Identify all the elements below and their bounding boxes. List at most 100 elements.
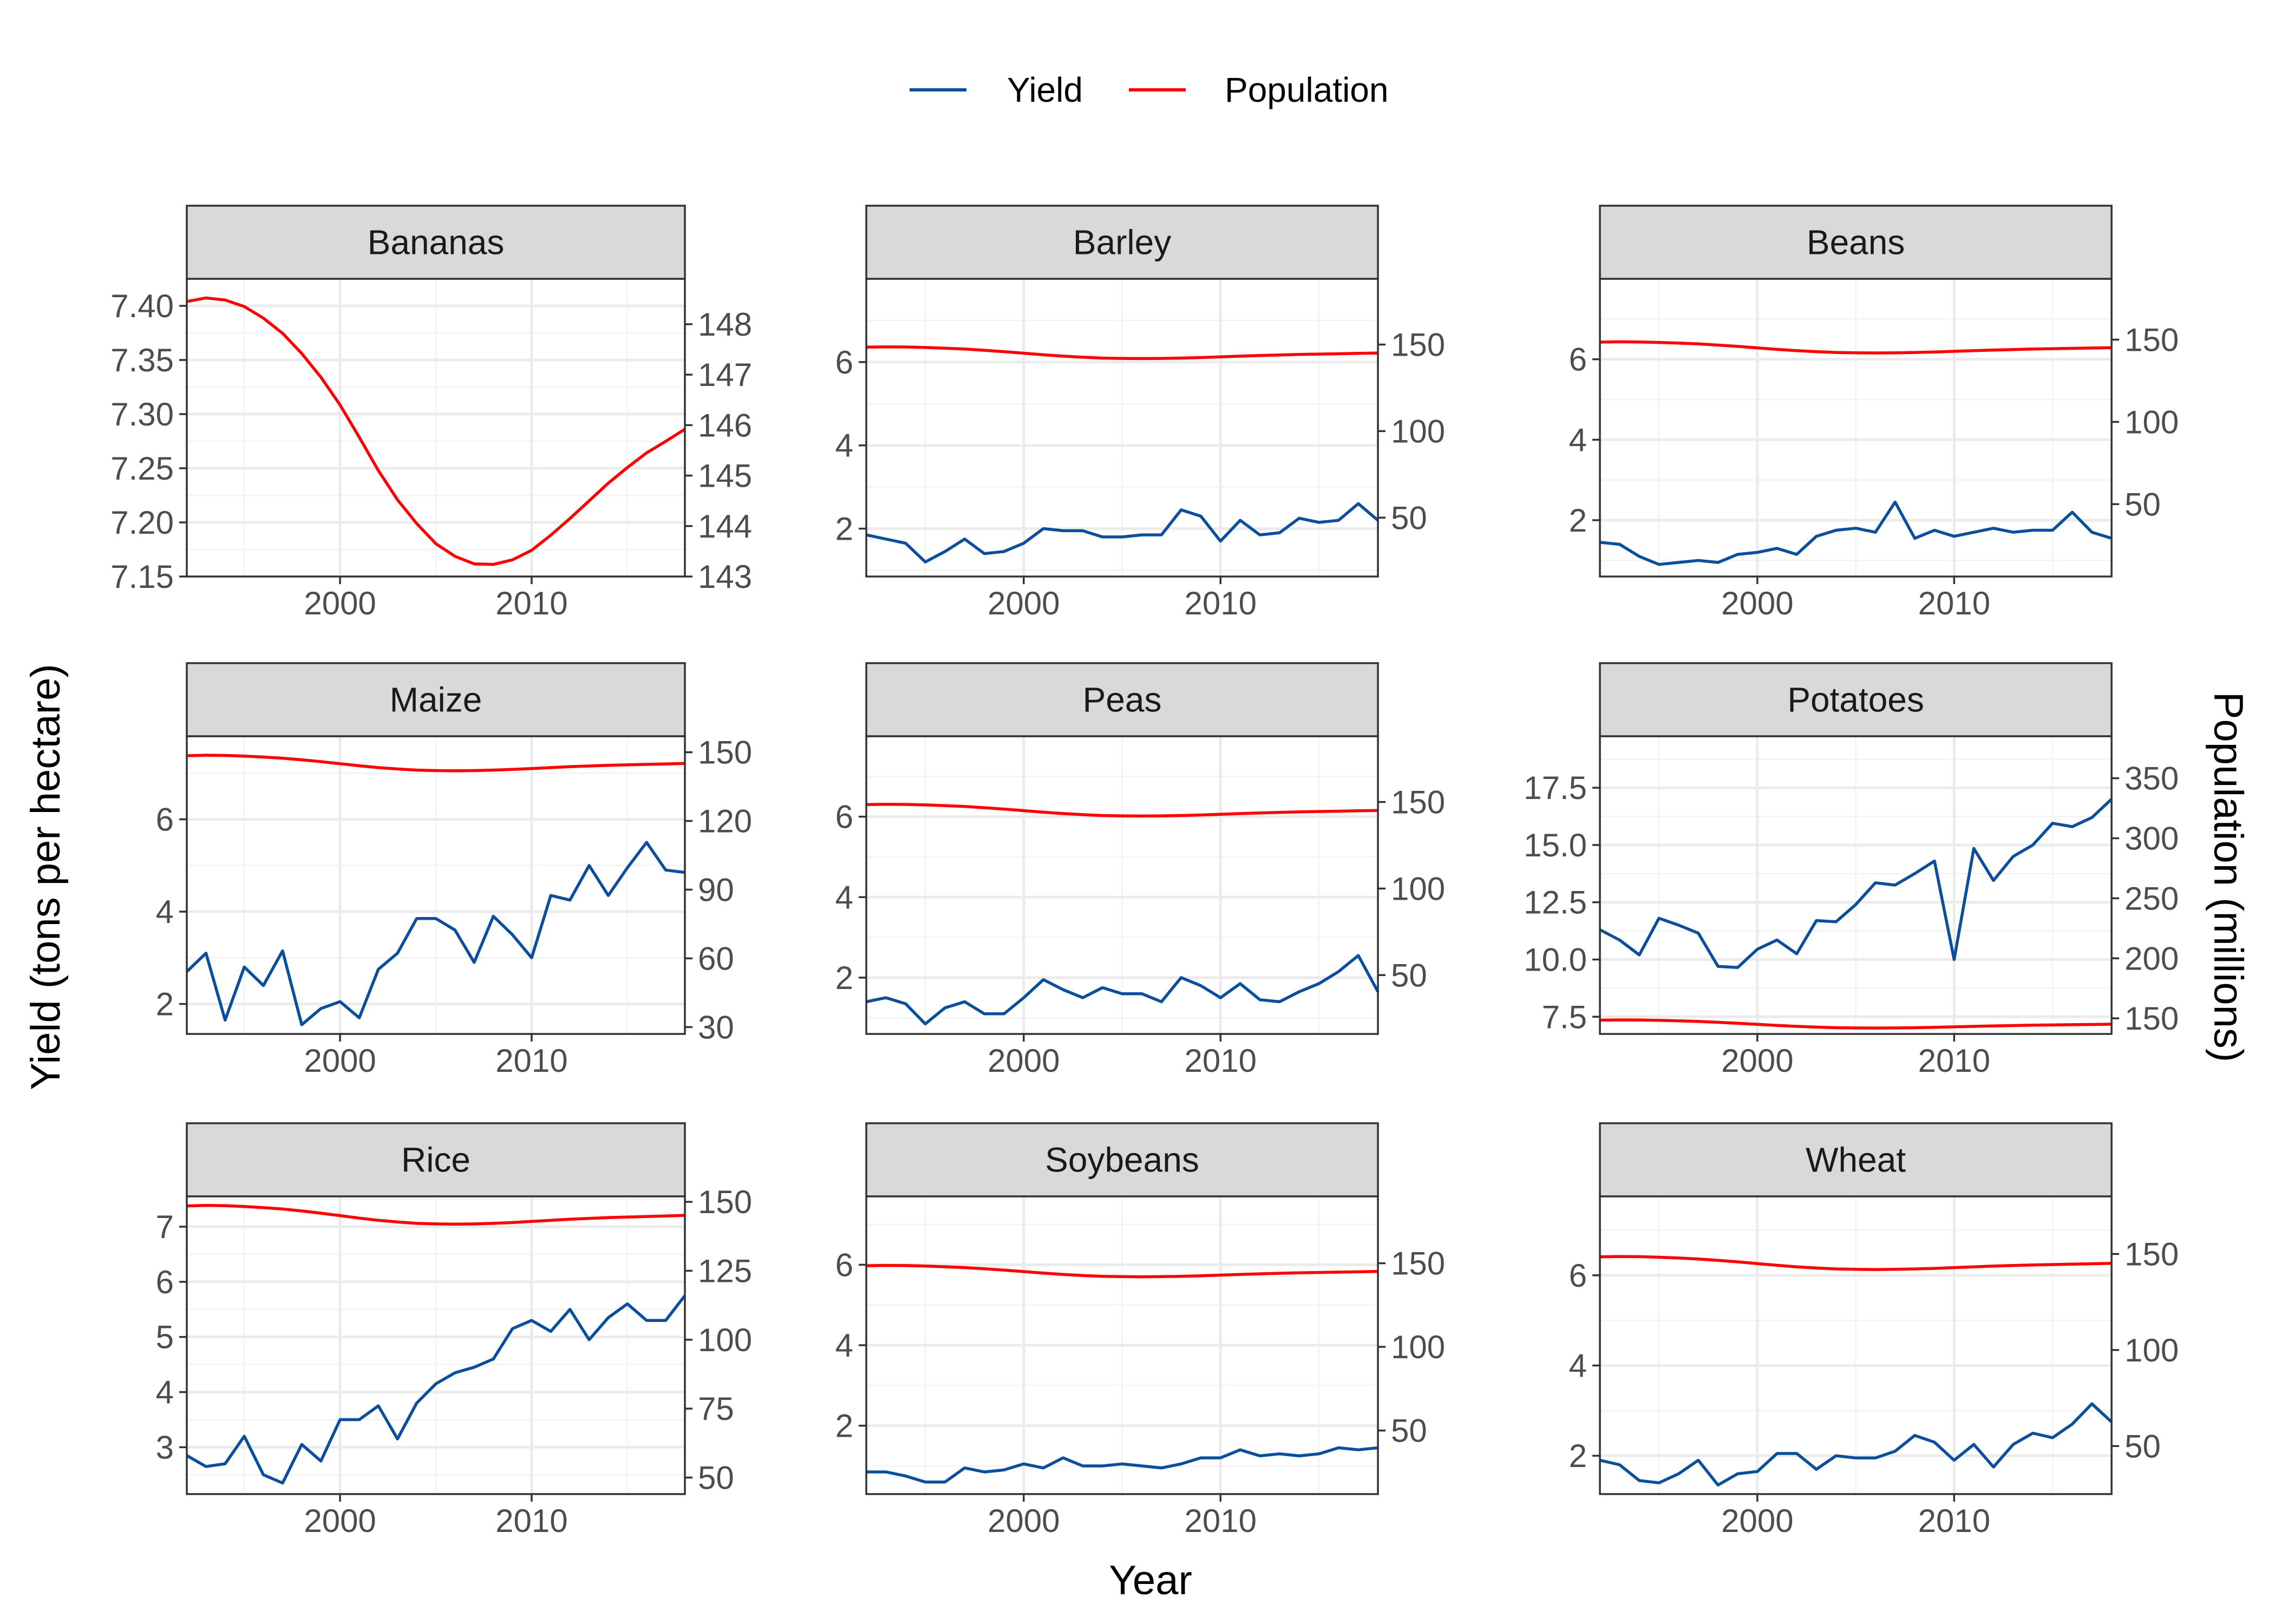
panel-bananas: Bananas 2000 2010 7.15 7.20 7.25 7.30 7.35 7.40 1… xyxy=(110,205,752,621)
y-tick-label-left: 4 xyxy=(1569,1348,1587,1384)
y-tick-label-left: 6 xyxy=(1569,1258,1587,1294)
y-tick-label-right: 50 xyxy=(1391,500,1427,536)
legend: Yield Population xyxy=(910,70,1388,109)
y-tick-label-right: 100 xyxy=(1391,1329,1445,1365)
y-tick-label-right: 150 xyxy=(698,1184,752,1220)
x-tick-label: 2010 xyxy=(1918,1503,1990,1539)
series-line-population-bananas xyxy=(186,296,686,566)
y-tick-label-right: 100 xyxy=(1391,870,1445,907)
y-tick-label-right: 90 xyxy=(698,872,734,908)
x-tick-label: 2010 xyxy=(1918,585,1990,621)
series-line-population-peas xyxy=(866,802,1378,818)
y-tick-label-left: 4 xyxy=(156,894,174,930)
y-tick-label-left: 2 xyxy=(156,986,174,1023)
panel-wheat: Wheat 2000 2010 2 4 6 50 100 150 xyxy=(1569,1122,2179,1539)
x-tick-label: 2010 xyxy=(1184,1503,1256,1539)
y-tick-label-left: 3 xyxy=(156,1429,174,1465)
y-axis-title-right: Population (millions) xyxy=(2205,692,2251,1062)
y-tick-label-right: 250 xyxy=(2125,880,2179,916)
series-line-yield-wheat xyxy=(1599,1402,2113,1487)
panel-rice: Rice 2000 2010 3 4 5 6 7 50 75 100 125 150 xyxy=(156,1122,752,1539)
series-line-yield-beans xyxy=(1599,500,2112,566)
y-tick-label-left: 10.0 xyxy=(1524,942,1587,978)
y-tick-label-left: 5 xyxy=(156,1319,174,1355)
y-tick-label-left: 7.25 xyxy=(110,450,174,487)
y-tick-label-right: 100 xyxy=(1391,413,1445,449)
y-tick-label-right: 150 xyxy=(698,735,752,771)
y-tick-label-right: 50 xyxy=(1391,957,1427,993)
facet-strip xyxy=(865,662,1379,737)
y-tick-label-right: 150 xyxy=(1391,784,1445,821)
y-tick-label-right: 143 xyxy=(698,559,752,595)
facet-panels: Bananas 2000 2010 7.15 7.20 7.25 7.30 7.35 7.40 1… xyxy=(110,205,2179,1539)
y-tick-label-right: 50 xyxy=(698,1459,734,1496)
panel-beans: Beans 2000 2010 2 4 6 50 100 150 xyxy=(1569,205,2179,621)
facet-strip-label: Soybeans xyxy=(1045,1141,1199,1180)
y-tick-label-left: 6 xyxy=(835,799,853,835)
series-line-yield-rice xyxy=(186,1294,687,1485)
y-tick-label-left: 4 xyxy=(835,879,853,915)
y-tick-label-left: 7.40 xyxy=(110,288,174,324)
legend-label-yield: Yield xyxy=(1007,70,1083,109)
series-line-yield-potatoes xyxy=(1599,798,2113,970)
x-tick-label: 2010 xyxy=(1184,585,1256,621)
y-tick-label-left: 2 xyxy=(835,960,853,996)
series-line-population-soybeans xyxy=(866,1263,1378,1279)
y-tick-label-left: 4 xyxy=(835,428,853,464)
y-tick-label-left: 6 xyxy=(156,801,174,837)
facet-strip xyxy=(186,1122,686,1197)
y-tick-label-right: 100 xyxy=(698,1322,752,1358)
y-tick-label-left: 4 xyxy=(1569,422,1587,458)
series-line-population-maize xyxy=(186,754,685,772)
panel-peas: Peas 2000 2010 2 4 6 50 100 150 xyxy=(835,662,1445,1079)
series-line-yield-soybeans xyxy=(866,1446,1378,1484)
x-tick-label: 2010 xyxy=(1918,1043,1990,1079)
y-tick-label-right: 300 xyxy=(2125,821,2179,857)
series-line-yield-barley xyxy=(866,502,1379,564)
facet-strip-label: Rice xyxy=(401,1141,471,1180)
y-tick-label-right: 150 xyxy=(2125,1000,2179,1037)
facet-strip-label: Potatoes xyxy=(1787,680,1924,719)
facet-strip xyxy=(865,205,1379,280)
y-tick-label-right: 60 xyxy=(698,940,734,977)
series-line-population-rice xyxy=(186,1204,685,1226)
y-tick-label-left: 7.35 xyxy=(110,342,174,378)
facet-strip-label: Bananas xyxy=(368,223,505,262)
x-tick-label: 2000 xyxy=(988,1503,1060,1539)
x-tick-label: 2000 xyxy=(988,1043,1060,1079)
y-tick-label-left: 7 xyxy=(156,1209,174,1245)
panel-soybeans: Soybeans 2000 2010 2 4 6 50 100 150 xyxy=(835,1122,1445,1539)
y-tick-label-right: 150 xyxy=(1391,327,1445,363)
y-axis-title-left: Yield (tons per hectare) xyxy=(23,664,69,1090)
y-tick-label-right: 150 xyxy=(2125,1236,2179,1272)
y-tick-label-right: 100 xyxy=(2125,1332,2179,1368)
y-tick-label-left: 17.5 xyxy=(1524,770,1587,806)
y-tick-label-right: 150 xyxy=(1391,1246,1445,1282)
y-tick-label-left: 2 xyxy=(835,1408,853,1444)
y-tick-label-right: 150 xyxy=(2125,322,2179,358)
y-tick-label-left: 6 xyxy=(835,1247,853,1283)
y-tick-label-left: 15.0 xyxy=(1524,827,1587,863)
y-tick-label-left: 6 xyxy=(156,1264,174,1300)
y-tick-label-right: 146 xyxy=(698,407,752,443)
x-tick-label: 2000 xyxy=(988,585,1060,621)
panel-barley: Barley 2000 2010 2 4 6 50 100 150 xyxy=(835,205,1445,621)
y-tick-label-right: 50 xyxy=(1391,1413,1427,1449)
y-tick-label-left: 7.15 xyxy=(110,559,174,595)
series-line-population-potatoes xyxy=(1599,1018,2112,1030)
y-tick-label-left: 4 xyxy=(156,1374,174,1411)
y-tick-label-right: 120 xyxy=(698,803,752,840)
y-tick-label-left: 7.30 xyxy=(110,396,174,433)
facet-strip-label: Wheat xyxy=(1806,1141,1906,1180)
facet-strip xyxy=(865,1122,1379,1197)
y-tick-label-right: 147 xyxy=(698,357,752,393)
y-tick-label-right: 145 xyxy=(698,458,752,494)
x-tick-label: 2000 xyxy=(304,1503,376,1539)
series-line-population-beans xyxy=(1599,340,2112,355)
y-tick-label-left: 2 xyxy=(1569,1438,1587,1474)
facet-strip xyxy=(1599,662,2113,737)
series-line-yield-maize xyxy=(186,841,685,1026)
y-tick-label-left: 7.5 xyxy=(1542,999,1587,1035)
x-tick-label: 2010 xyxy=(495,1503,567,1539)
